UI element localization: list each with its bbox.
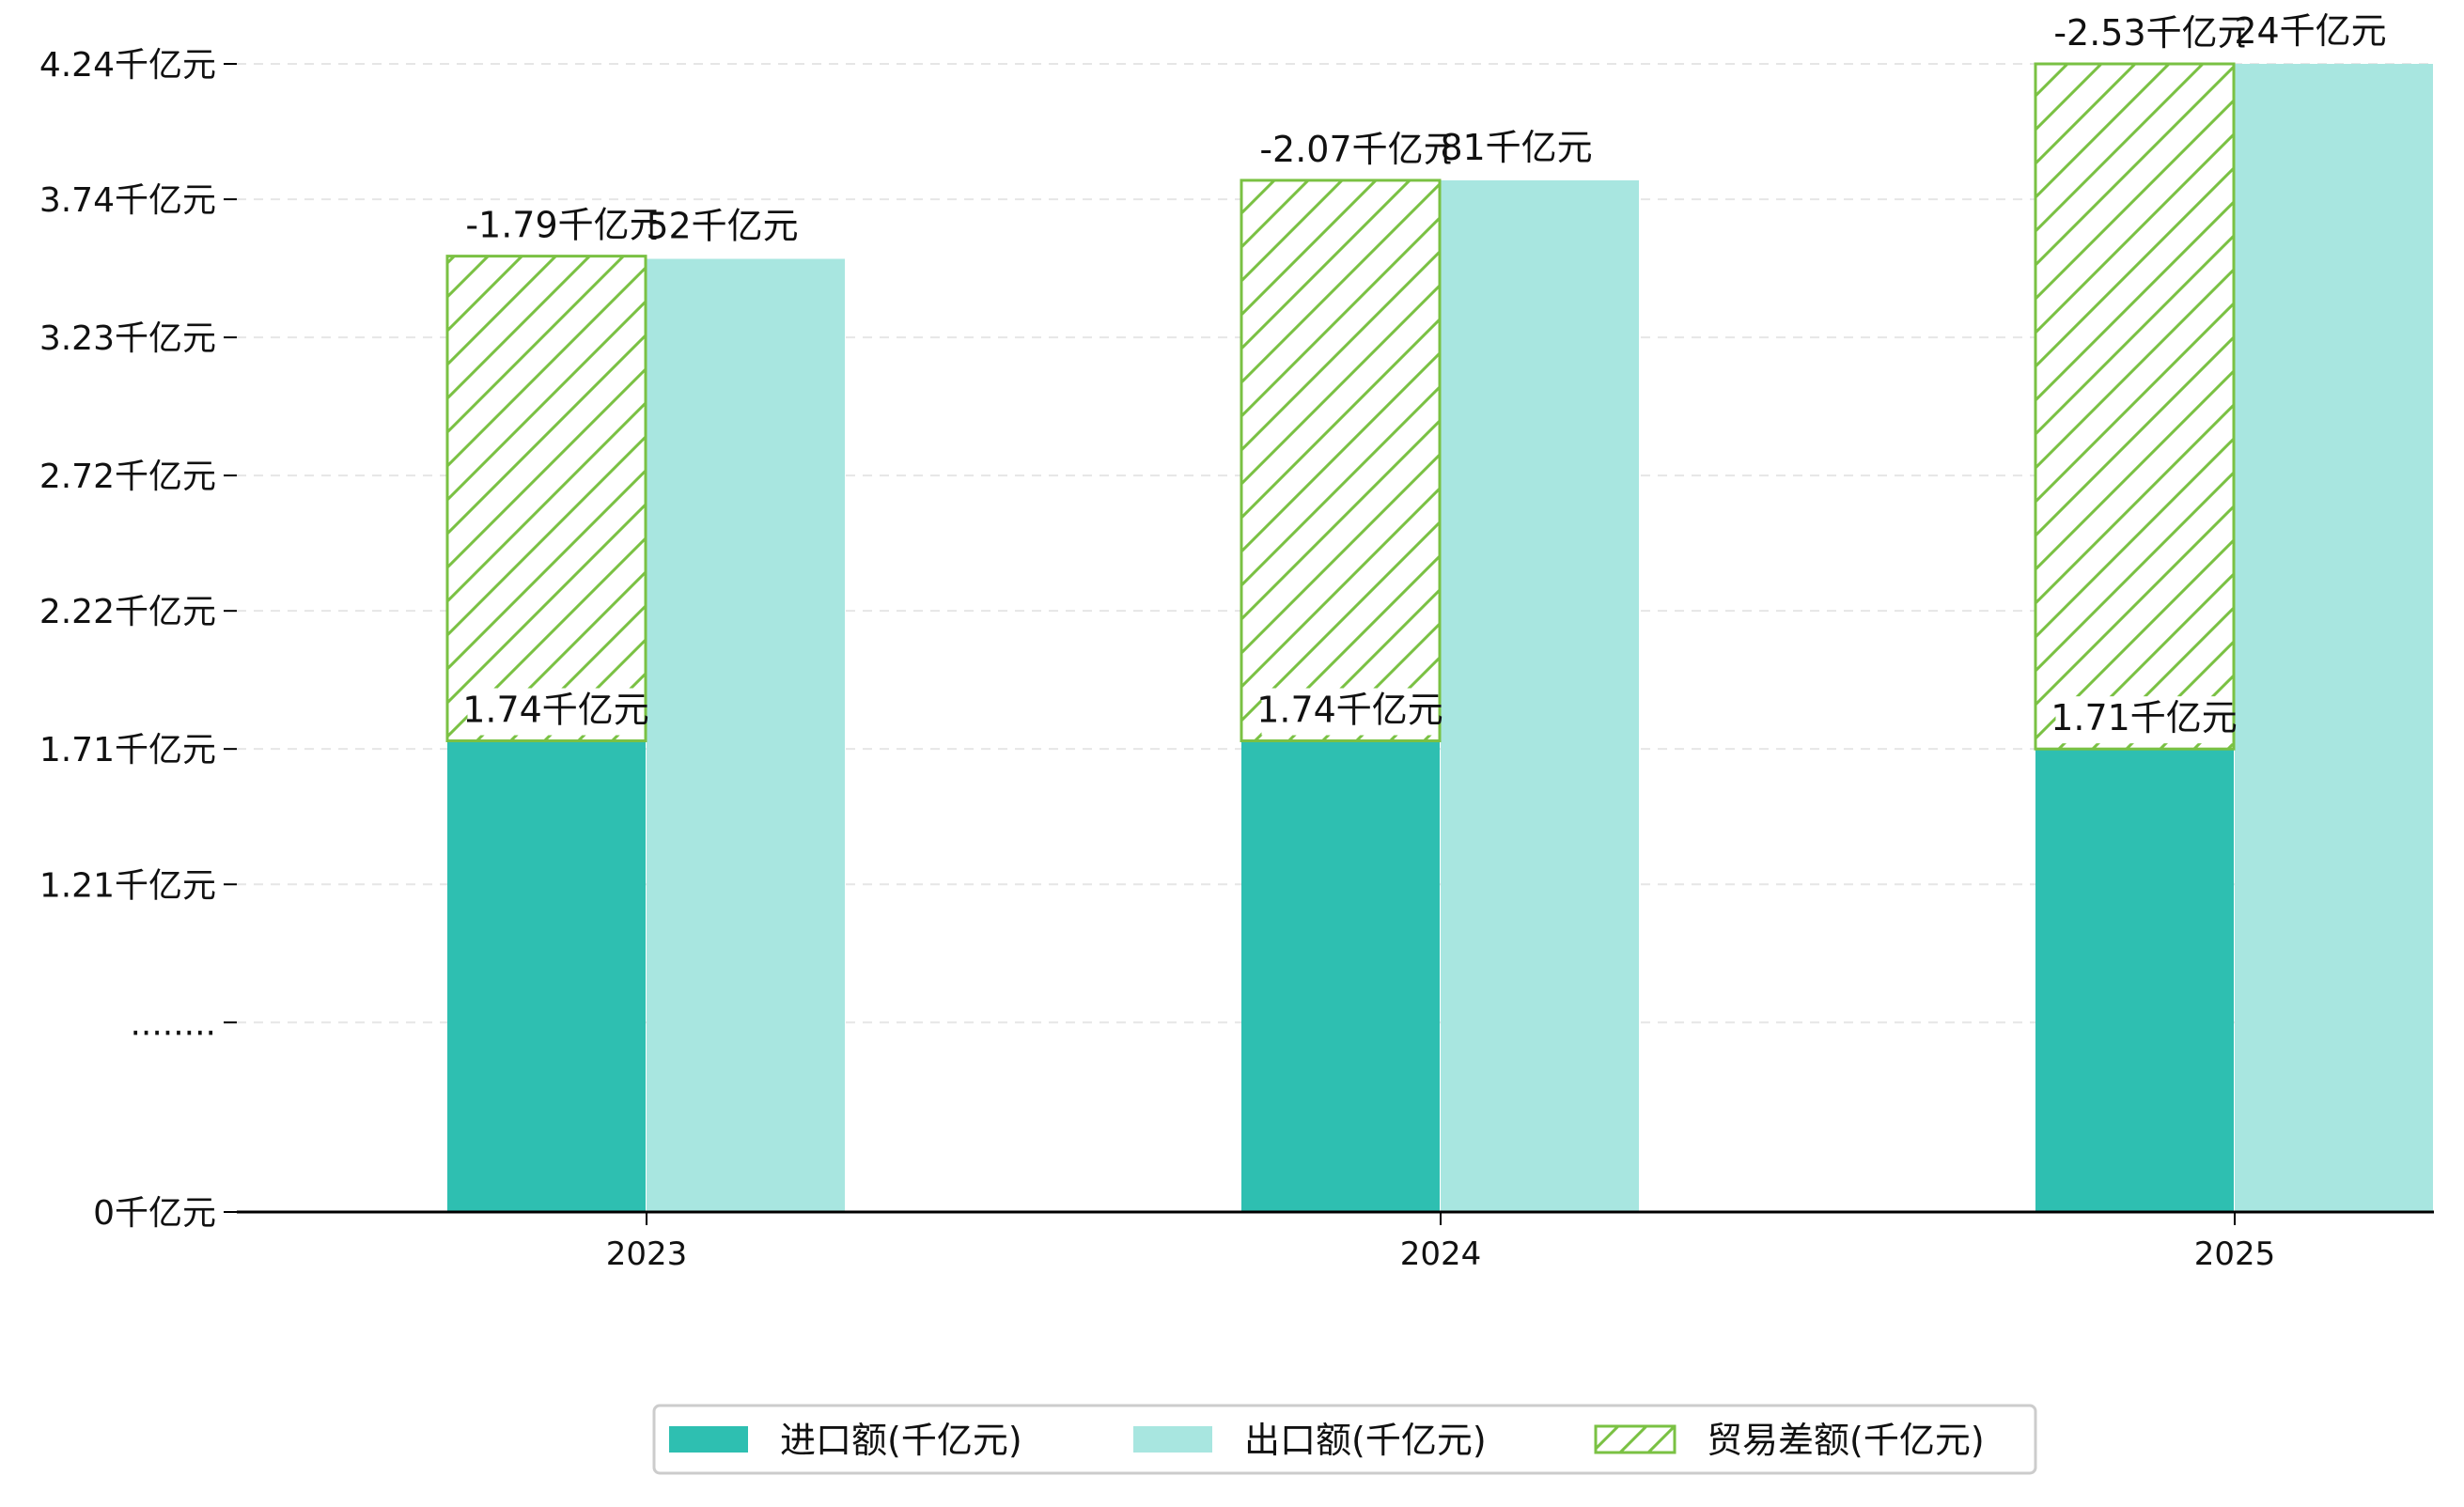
legend-item-export: 出口额(千亿元) — [1133, 1420, 1487, 1461]
legend-item-balance: 贸易差额(千亿元) — [1594, 1420, 1985, 1461]
export-value-label: 81千亿元 — [1440, 125, 1593, 173]
y-tick-label: 1.71千亿元 — [39, 731, 216, 769]
label-text: -2.53千亿元 — [2053, 12, 2253, 54]
import-bar — [447, 740, 646, 1212]
trade-balance-bar — [1240, 179, 1442, 743]
trade-balance-bar — [2034, 62, 2236, 751]
label-text: -2.07千亿元 — [1259, 129, 1458, 170]
label-text: 1.71千亿元 — [2051, 697, 2238, 738]
y-tick-label: 1.21千亿元 — [39, 866, 216, 905]
y-tick-label: 0千亿元 — [93, 1194, 216, 1233]
label-text: -1.79千亿元 — [465, 205, 664, 246]
y-tick-label: 3.23千亿元 — [39, 319, 216, 358]
y-tick-label: ........ — [130, 1004, 216, 1043]
y-tick-label: 3.74千亿元 — [39, 181, 216, 220]
trade-balance-bar — [445, 255, 647, 743]
legend-swatch — [669, 1426, 748, 1453]
balance-value-label: -2.07千亿元 — [1259, 127, 1459, 175]
import-value-label: 1.71千亿元 — [2051, 696, 2238, 744]
label-background — [1261, 688, 1439, 736]
label-text: 24千亿元 — [2234, 10, 2386, 52]
y-tick-label: 4.24千亿元 — [39, 46, 216, 85]
legend-box — [652, 1404, 2037, 1475]
label-text: 1.74千亿元 — [462, 690, 649, 731]
legend-label: 出口额(千亿元) — [1244, 1420, 1487, 1461]
bars — [445, 62, 2433, 1213]
label-background — [1450, 125, 1583, 173]
label-text: 1.74千亿元 — [1256, 690, 1443, 731]
x-tick-label: 2024 — [1400, 1235, 1482, 1273]
label-background — [2244, 9, 2377, 56]
export-value-label: 52千亿元 — [646, 204, 799, 252]
label-background — [465, 203, 665, 251]
legend-label: 进口额(千亿元) — [780, 1420, 1022, 1461]
export-bar — [647, 258, 845, 1213]
legend: 进口额(千亿元) 出口额(千亿元) 贸易差额(千亿元) — [652, 1404, 2037, 1475]
y-tick-label: 2.22千亿元 — [39, 593, 216, 631]
x-tick-label: 2023 — [606, 1235, 688, 1273]
import-value-label: 1.74千亿元 — [462, 688, 649, 736]
export-bar — [1441, 179, 1639, 1213]
balance-value-label: -2.53千亿元 — [2053, 11, 2253, 58]
import-bar — [1241, 740, 1440, 1212]
x-tick-label: 2025 — [2194, 1235, 2276, 1273]
import-bar — [2035, 749, 2234, 1212]
axes: 0千亿元........ 1.21千亿元 1.71千亿元 2.22千亿元 2.72千亿元… — [39, 46, 2434, 1273]
label-background — [2055, 696, 2233, 744]
export-value-label: 24千亿元 — [2234, 9, 2387, 56]
label-background — [1259, 127, 1459, 175]
legend-swatch — [1133, 1426, 1212, 1453]
label-background — [467, 688, 645, 736]
y-tick-label: 2.72千亿元 — [39, 458, 216, 496]
label-background — [2053, 11, 2253, 58]
export-bar — [2235, 64, 2433, 1212]
label-text: 81千亿元 — [1440, 127, 1592, 168]
balance-value-label: -1.79千亿元 — [465, 203, 665, 251]
import-value-label: 1.74千亿元 — [1256, 688, 1443, 736]
label-text: 52千亿元 — [646, 206, 798, 247]
legend-label: 贸易差额(千亿元) — [1707, 1420, 1985, 1461]
label-background — [656, 204, 788, 252]
legend-swatch — [1594, 1424, 1676, 1454]
legend-item-import: 进口额(千亿元) — [669, 1420, 1022, 1461]
